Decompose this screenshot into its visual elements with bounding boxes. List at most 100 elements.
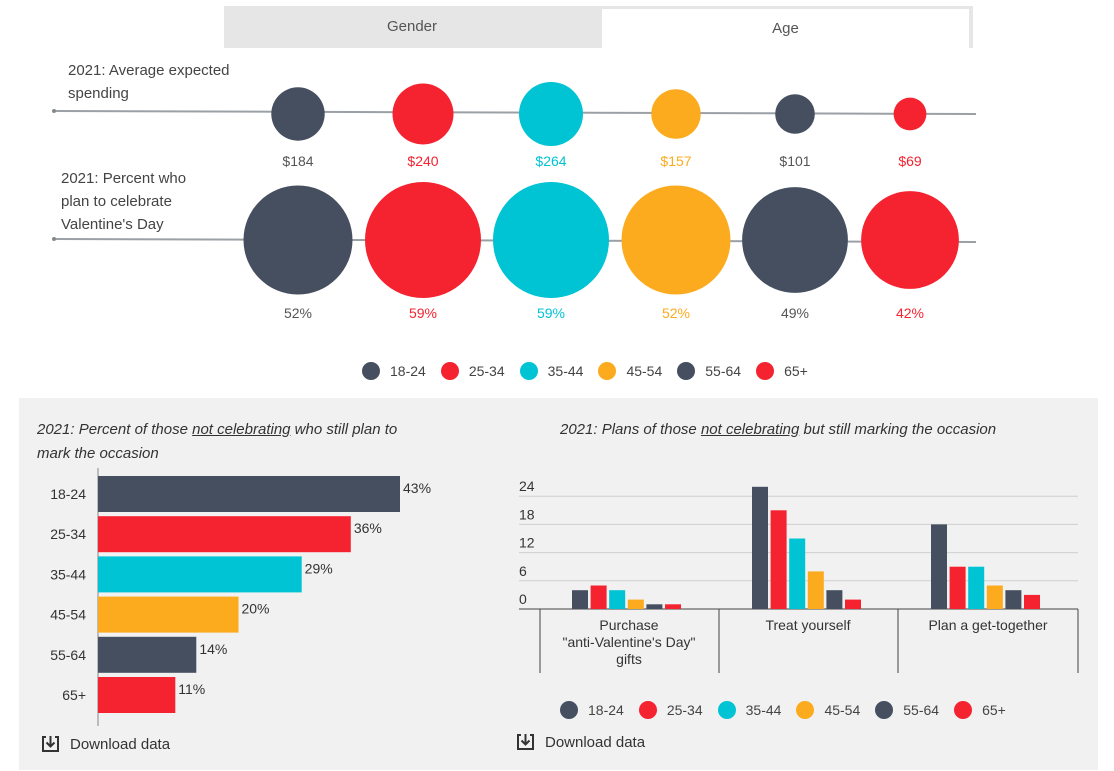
legend-item-45-54[interactable]: 45-54 bbox=[796, 701, 860, 719]
legend-label: 18-24 bbox=[390, 363, 426, 379]
vbar-bar-65plus bbox=[845, 599, 861, 609]
right-download-label: Download data bbox=[545, 733, 646, 751]
spending-bubble-18-24 bbox=[271, 87, 325, 141]
hbar-bar-45-54 bbox=[98, 596, 239, 633]
vbar-bar-25-34 bbox=[590, 585, 607, 609]
legend-item-55-64[interactable]: 55-64 bbox=[677, 362, 741, 380]
legend-item-65plus[interactable]: 65+ bbox=[756, 362, 808, 380]
legend-item-18-24[interactable]: 18-24 bbox=[560, 701, 624, 719]
spending-axis-line bbox=[53, 110, 977, 115]
vbar-bar-35-44 bbox=[968, 566, 985, 609]
legend-swatch bbox=[560, 701, 578, 719]
legend-label: 45-54 bbox=[824, 702, 861, 718]
spending-value-label: $101 bbox=[779, 153, 810, 169]
spending-value-label: $157 bbox=[660, 153, 691, 169]
legend-swatch bbox=[875, 701, 894, 719]
legend-item-55-64[interactable]: 55-64 bbox=[875, 701, 939, 719]
hbar-value-label: 36% bbox=[354, 520, 382, 536]
legend-item-45-54[interactable]: 45-54 bbox=[598, 362, 662, 380]
hbar-bar-35-44 bbox=[98, 556, 302, 593]
left-download-label: Download data bbox=[70, 735, 171, 753]
spending-value-label: $69 bbox=[898, 153, 922, 169]
row-label-celebrate-line1: 2021: Percent who bbox=[61, 170, 187, 187]
right-title-em: not celebrating bbox=[700, 421, 800, 438]
hbar-category-label: 35-44 bbox=[50, 566, 86, 582]
celebrate-bubble-45-54 bbox=[621, 185, 731, 295]
hbar-value-label: 43% bbox=[403, 480, 431, 496]
tab-age[interactable]: Age bbox=[602, 9, 969, 48]
celebrate-bubble-18-24 bbox=[243, 185, 353, 295]
legend-swatch bbox=[756, 362, 775, 380]
legend-label: 35-44 bbox=[547, 363, 584, 379]
spending-value-label: $264 bbox=[535, 153, 566, 169]
vbar-y-tick-label: 0 bbox=[519, 591, 527, 607]
vbar-bar-35-44 bbox=[609, 590, 626, 609]
celebrate-value-label: 52% bbox=[662, 305, 690, 321]
vbar-bar-45-54 bbox=[627, 599, 644, 609]
vbar-bar-18-24 bbox=[572, 590, 588, 609]
spending-value-label: $240 bbox=[407, 153, 438, 169]
left-title-pre: 2021: Percent of those bbox=[37, 421, 193, 438]
spending-axis-dot bbox=[52, 109, 56, 113]
legend-label: 65+ bbox=[784, 363, 808, 379]
vbar-y-tick-label: 12 bbox=[519, 535, 535, 551]
vbar-bar-55-64 bbox=[826, 590, 843, 609]
tab-gender[interactable]: Gender bbox=[386, 18, 438, 35]
spending-bubble-55-64 bbox=[775, 94, 815, 134]
hbar-value-label: 29% bbox=[305, 560, 333, 576]
legend-item-25-34[interactable]: 25-34 bbox=[440, 362, 505, 380]
legend-label: 45-54 bbox=[626, 363, 663, 379]
vbar-bar-18-24 bbox=[931, 524, 947, 609]
legend-label: 18-24 bbox=[588, 702, 624, 718]
legend-swatch bbox=[519, 362, 538, 380]
left-panel: 2021: Percent of those not celebrating w… bbox=[19, 398, 501, 770]
spending-bubble-65plus bbox=[893, 97, 927, 131]
hbar-value-label: 20% bbox=[241, 601, 269, 617]
row-label-celebrate-line3: Valentine's Day bbox=[61, 216, 164, 233]
legend-label: 25-34 bbox=[468, 363, 505, 379]
download-icon bbox=[517, 734, 534, 750]
vbar-y-tick-label: 24 bbox=[519, 478, 535, 494]
legend-item-65plus[interactable]: 65+ bbox=[954, 701, 1006, 719]
legend-swatch bbox=[796, 701, 815, 719]
right-download-link[interactable]: Download data bbox=[516, 733, 645, 751]
legend-label: 55-64 bbox=[903, 702, 940, 718]
legend-item-35-44[interactable]: 35-44 bbox=[717, 701, 781, 719]
left-download-link[interactable]: Download data bbox=[41, 735, 170, 753]
hbar-category-label: 65+ bbox=[62, 687, 86, 703]
right-panel-title: 2021: Plans of those not celebrating but… bbox=[560, 418, 1090, 442]
vbar-bar-45-54 bbox=[807, 571, 824, 609]
legend-swatch bbox=[638, 701, 657, 719]
celebrate-bubble-35-44 bbox=[493, 182, 609, 298]
vbar-bar-55-64 bbox=[1005, 590, 1022, 609]
legend-item-25-34[interactable]: 25-34 bbox=[638, 701, 703, 719]
celebrate-value-label: 42% bbox=[896, 305, 924, 321]
right-title-pre: 2021: Plans of those bbox=[560, 421, 701, 438]
hbar-value-label: 11% bbox=[178, 681, 205, 697]
celebrate-value-label: 52% bbox=[284, 305, 312, 321]
download-icon bbox=[42, 736, 59, 752]
left-title-em: not celebrating bbox=[192, 421, 291, 438]
spending-bubble-25-34 bbox=[392, 83, 454, 145]
row-label-spending-line2: spending bbox=[68, 85, 129, 102]
celebrate-axis-dot bbox=[52, 237, 56, 241]
spending-bubble-35-44 bbox=[519, 82, 583, 146]
legend-label: 55-64 bbox=[705, 363, 742, 379]
row-label-celebrate: 2021: Percent who plan to celebrate Vale… bbox=[61, 167, 186, 236]
legend-swatch bbox=[440, 362, 459, 380]
legend-swatch bbox=[717, 701, 736, 719]
legend-item-18-24[interactable]: 18-24 bbox=[362, 362, 426, 380]
hbar-category-label: 25-34 bbox=[50, 526, 86, 542]
vbar-group-label: "anti-Valentine's Day" bbox=[563, 634, 696, 650]
spending-bubble-45-54 bbox=[651, 89, 701, 139]
hbar-category-label: 55-64 bbox=[50, 647, 86, 663]
vbar-y-tick-label: 18 bbox=[519, 506, 535, 522]
celebrate-value-label: 59% bbox=[537, 305, 565, 321]
right-legend: 18-24 25-34 35-44 45-54 55-64 65+ bbox=[560, 701, 1021, 719]
tab-bar: Gender Age bbox=[224, 6, 973, 48]
legend-swatch bbox=[954, 701, 973, 719]
legend-item-35-44[interactable]: 35-44 bbox=[519, 362, 584, 380]
vbar-bar-25-34 bbox=[949, 566, 966, 609]
hbar-value-label: 14% bbox=[199, 641, 227, 657]
celebrate-value-label: 49% bbox=[781, 305, 809, 321]
